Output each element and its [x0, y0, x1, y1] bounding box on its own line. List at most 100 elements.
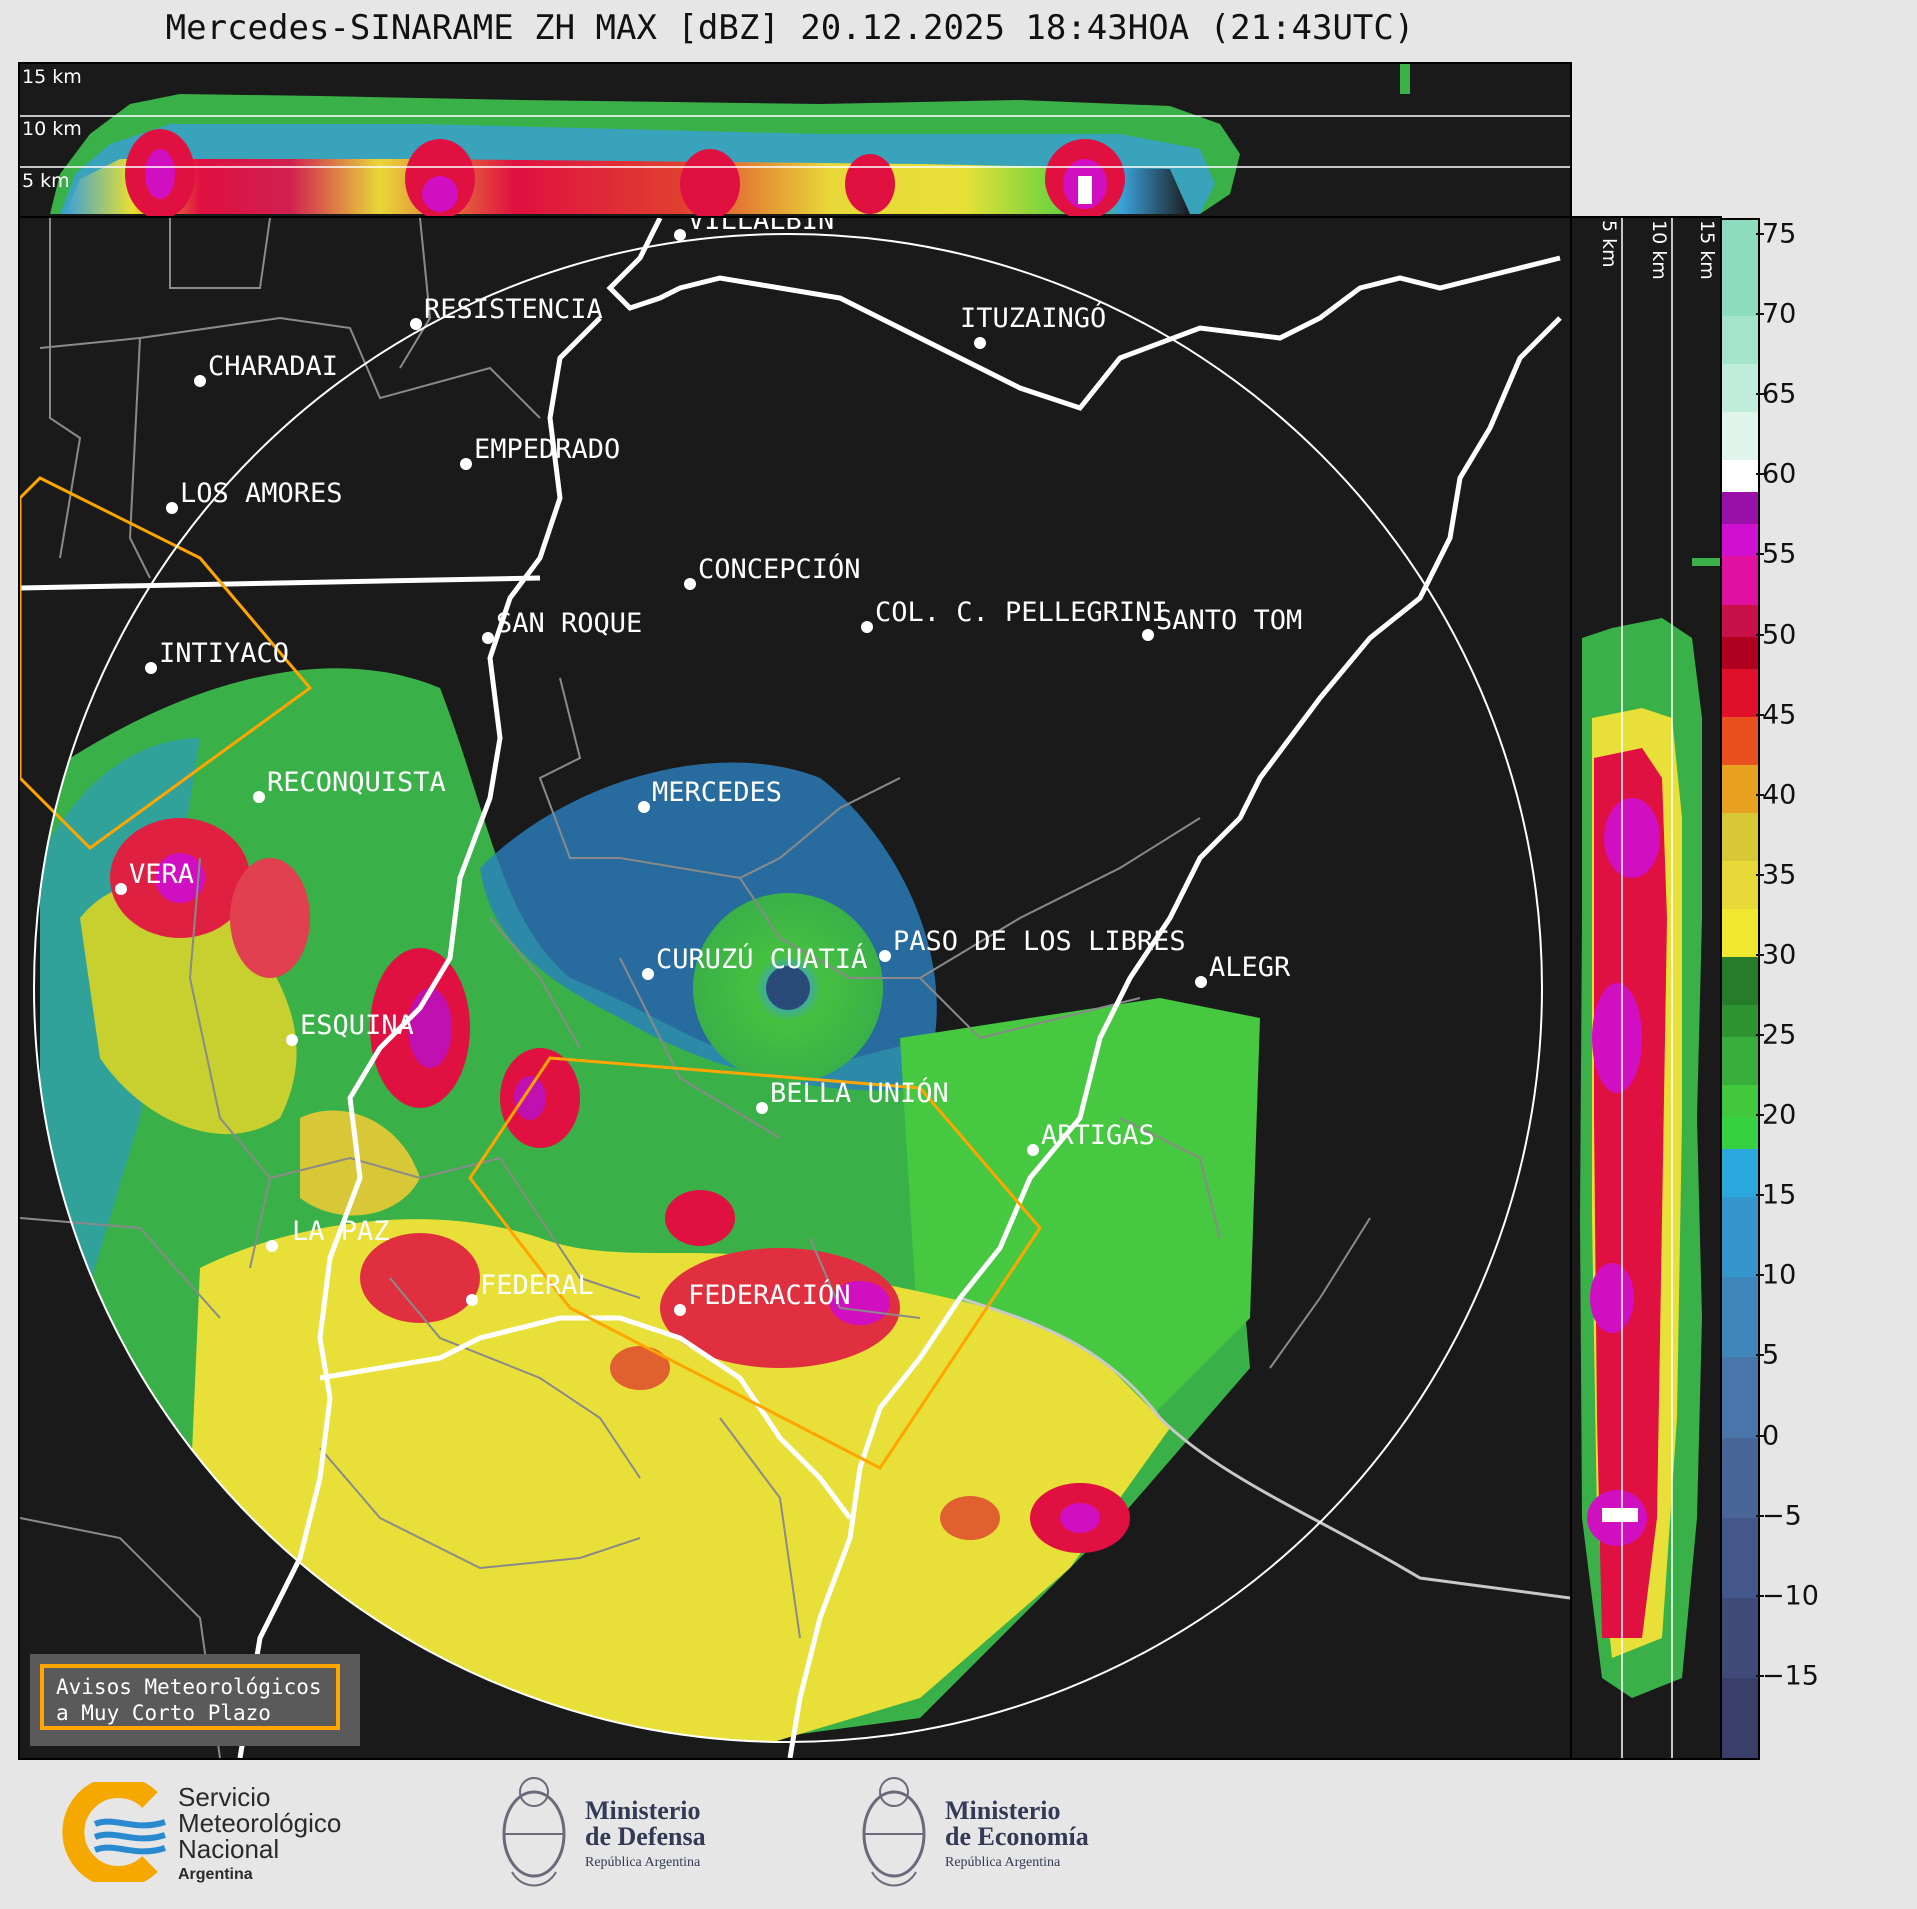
colorbar-band — [1722, 492, 1758, 525]
city-label: LOS AMORES — [180, 478, 343, 509]
city-markers: VILLALBÍN RESISTENCIA CHARADAI ITUZAINGÓ EMP… — [115, 218, 1302, 1316]
city-label: FEDERAL — [480, 1270, 594, 1301]
city-dot — [410, 318, 422, 330]
city-label: VERA — [129, 859, 194, 890]
colorbar-tick-label: 55 — [1762, 538, 1797, 570]
smn-logo-text: Servicio Meteorológico Nacional Argentin… — [178, 1784, 341, 1888]
colorbar-band — [1722, 1005, 1758, 1038]
defensa-coat-of-arms-icon — [502, 1777, 566, 1887]
colorbar-band — [1722, 460, 1758, 493]
colorbar-tick-mark — [1756, 1114, 1764, 1117]
colorbar-tick-mark — [1756, 1354, 1764, 1357]
colorbar-tick-label: −5 — [1762, 1500, 1802, 1532]
dbz-colorbar — [1720, 218, 1760, 1760]
city-dot — [638, 801, 650, 813]
radar-map[interactable]: VILLALBÍN RESISTENCIA CHARADAI ITUZAINGÓ EMP… — [18, 216, 1572, 1760]
economia-line1: Ministerio — [945, 1796, 1061, 1825]
colorbar-tick-label: 15 — [1762, 1179, 1797, 1211]
top-height-label-10: 10 km — [22, 118, 82, 140]
city-label: VILLALBÍN — [688, 218, 834, 236]
city-label: INTIYACO — [159, 638, 289, 669]
colorbar-tick-label: 70 — [1762, 298, 1797, 330]
city-label: RECONQUISTA — [267, 767, 446, 798]
city-dot — [879, 950, 891, 962]
defensa-logo-text: Ministerio de Defensa República Argentin… — [585, 1798, 706, 1876]
city-label: SAN ROQUE — [496, 608, 642, 639]
city-label: SANTO TOM — [1156, 605, 1302, 636]
colorbar-band — [1722, 524, 1758, 557]
city-dot — [266, 1240, 278, 1252]
colorbar-band — [1722, 1277, 1758, 1358]
colorbar-tick-label: 60 — [1762, 458, 1797, 490]
colorbar-tick-label: 65 — [1762, 378, 1797, 410]
colorbar-tick-label: 35 — [1762, 859, 1797, 891]
defensa-line3: República Argentina — [585, 1855, 701, 1870]
city-dot — [642, 968, 654, 980]
footer-logos: Servicio Meteorológico Nacional Argentin… — [0, 1760, 1917, 1909]
city-dot — [482, 632, 494, 644]
colorbar-tick-mark — [1756, 1434, 1764, 1437]
colorbar-tick-mark — [1756, 313, 1764, 316]
city-dot — [286, 1034, 298, 1046]
smn-logo-icon — [62, 1782, 166, 1882]
smn-line1: Servicio — [178, 1782, 271, 1812]
colorbar-tick-label: 10 — [1762, 1259, 1797, 1291]
city-label: PASO DE LOS LIBRES — [893, 926, 1186, 957]
defensa-line2: de Defensa — [585, 1822, 706, 1851]
colorbar-tick-label: 5 — [1762, 1339, 1780, 1371]
colorbar-tick-mark — [1756, 473, 1764, 476]
city-dot — [756, 1102, 768, 1114]
city-dot — [466, 1294, 478, 1306]
city-label: ALEGR — [1209, 952, 1291, 983]
colorbar-band — [1722, 1357, 1758, 1438]
colorbar-band — [1722, 668, 1758, 717]
colorbar-tick-mark — [1756, 953, 1764, 956]
reflectivity-field — [40, 668, 1260, 1742]
side-echo-profile — [1580, 218, 1720, 1758]
colorbar-tick-mark — [1756, 713, 1764, 716]
city-label: CONCEPCIÓN — [698, 553, 861, 585]
city-dot — [1195, 976, 1207, 988]
city-dot — [460, 458, 472, 470]
colorbar-tick-label: −15 — [1762, 1660, 1819, 1692]
colorbar-tick-mark — [1756, 1674, 1764, 1677]
city-dot — [861, 621, 873, 633]
city-dot — [1027, 1144, 1039, 1156]
colorbar-band — [1722, 1037, 1758, 1086]
radar-map-canvas: VILLALBÍN RESISTENCIA CHARADAI ITUZAINGÓ EMP… — [20, 218, 1570, 1758]
city-label: LA PAZ — [292, 1216, 390, 1247]
city-label: MERCEDES — [652, 777, 782, 808]
province-boundaries — [20, 218, 1371, 1758]
colorbar-band — [1722, 1085, 1758, 1118]
country-border — [959, 1296, 1570, 1600]
city-label: CURUZÚ CUATIÁ — [656, 943, 867, 975]
colorbar-tick-mark — [1756, 553, 1764, 556]
city-label: ESQUINA — [300, 1010, 414, 1041]
colorbar-tick-mark — [1756, 393, 1764, 396]
colorbar-band — [1722, 1149, 1758, 1198]
city-dot — [166, 502, 178, 514]
defensa-line1: Ministerio — [585, 1796, 701, 1825]
top-height-label-5: 5 km — [22, 170, 70, 192]
city-dot — [145, 662, 157, 674]
city-dot — [253, 791, 265, 803]
colorbar-band — [1722, 1437, 1758, 1518]
city-label: CHARADAI — [208, 351, 338, 382]
colorbar-tick-label: 75 — [1762, 218, 1797, 250]
city-label: COL. C. PELLEGRINI — [875, 597, 1168, 628]
colorbar-tick-label: 25 — [1762, 1019, 1797, 1051]
colorbar-band — [1722, 1597, 1758, 1678]
city-dot — [194, 375, 206, 387]
colorbar-band — [1722, 412, 1758, 461]
colorbar-tick-mark — [1756, 793, 1764, 796]
rivers — [20, 218, 1562, 1758]
colorbar-tick-label: 0 — [1762, 1420, 1780, 1452]
city-label: FEDERACIÓN — [688, 1279, 851, 1311]
colorbar-tick-label: 50 — [1762, 619, 1797, 651]
economia-line2: de Economía — [945, 1822, 1089, 1851]
colorbar-band — [1722, 316, 1758, 365]
colorbar-band — [1722, 1117, 1758, 1150]
colorbar-tick-label: 40 — [1762, 779, 1797, 811]
city-dot — [674, 229, 686, 241]
colorbar-tick-mark — [1756, 233, 1764, 236]
